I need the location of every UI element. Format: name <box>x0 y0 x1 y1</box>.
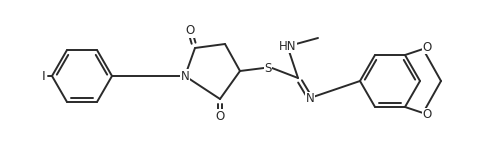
Text: I: I <box>42 70 46 83</box>
Text: N: N <box>181 70 189 83</box>
Text: N: N <box>306 93 314 105</box>
Text: HN: HN <box>279 39 297 53</box>
Text: O: O <box>215 110 225 122</box>
Text: O: O <box>185 24 195 37</box>
Text: O: O <box>422 41 432 54</box>
Text: S: S <box>264 61 272 75</box>
Text: O: O <box>422 108 432 122</box>
